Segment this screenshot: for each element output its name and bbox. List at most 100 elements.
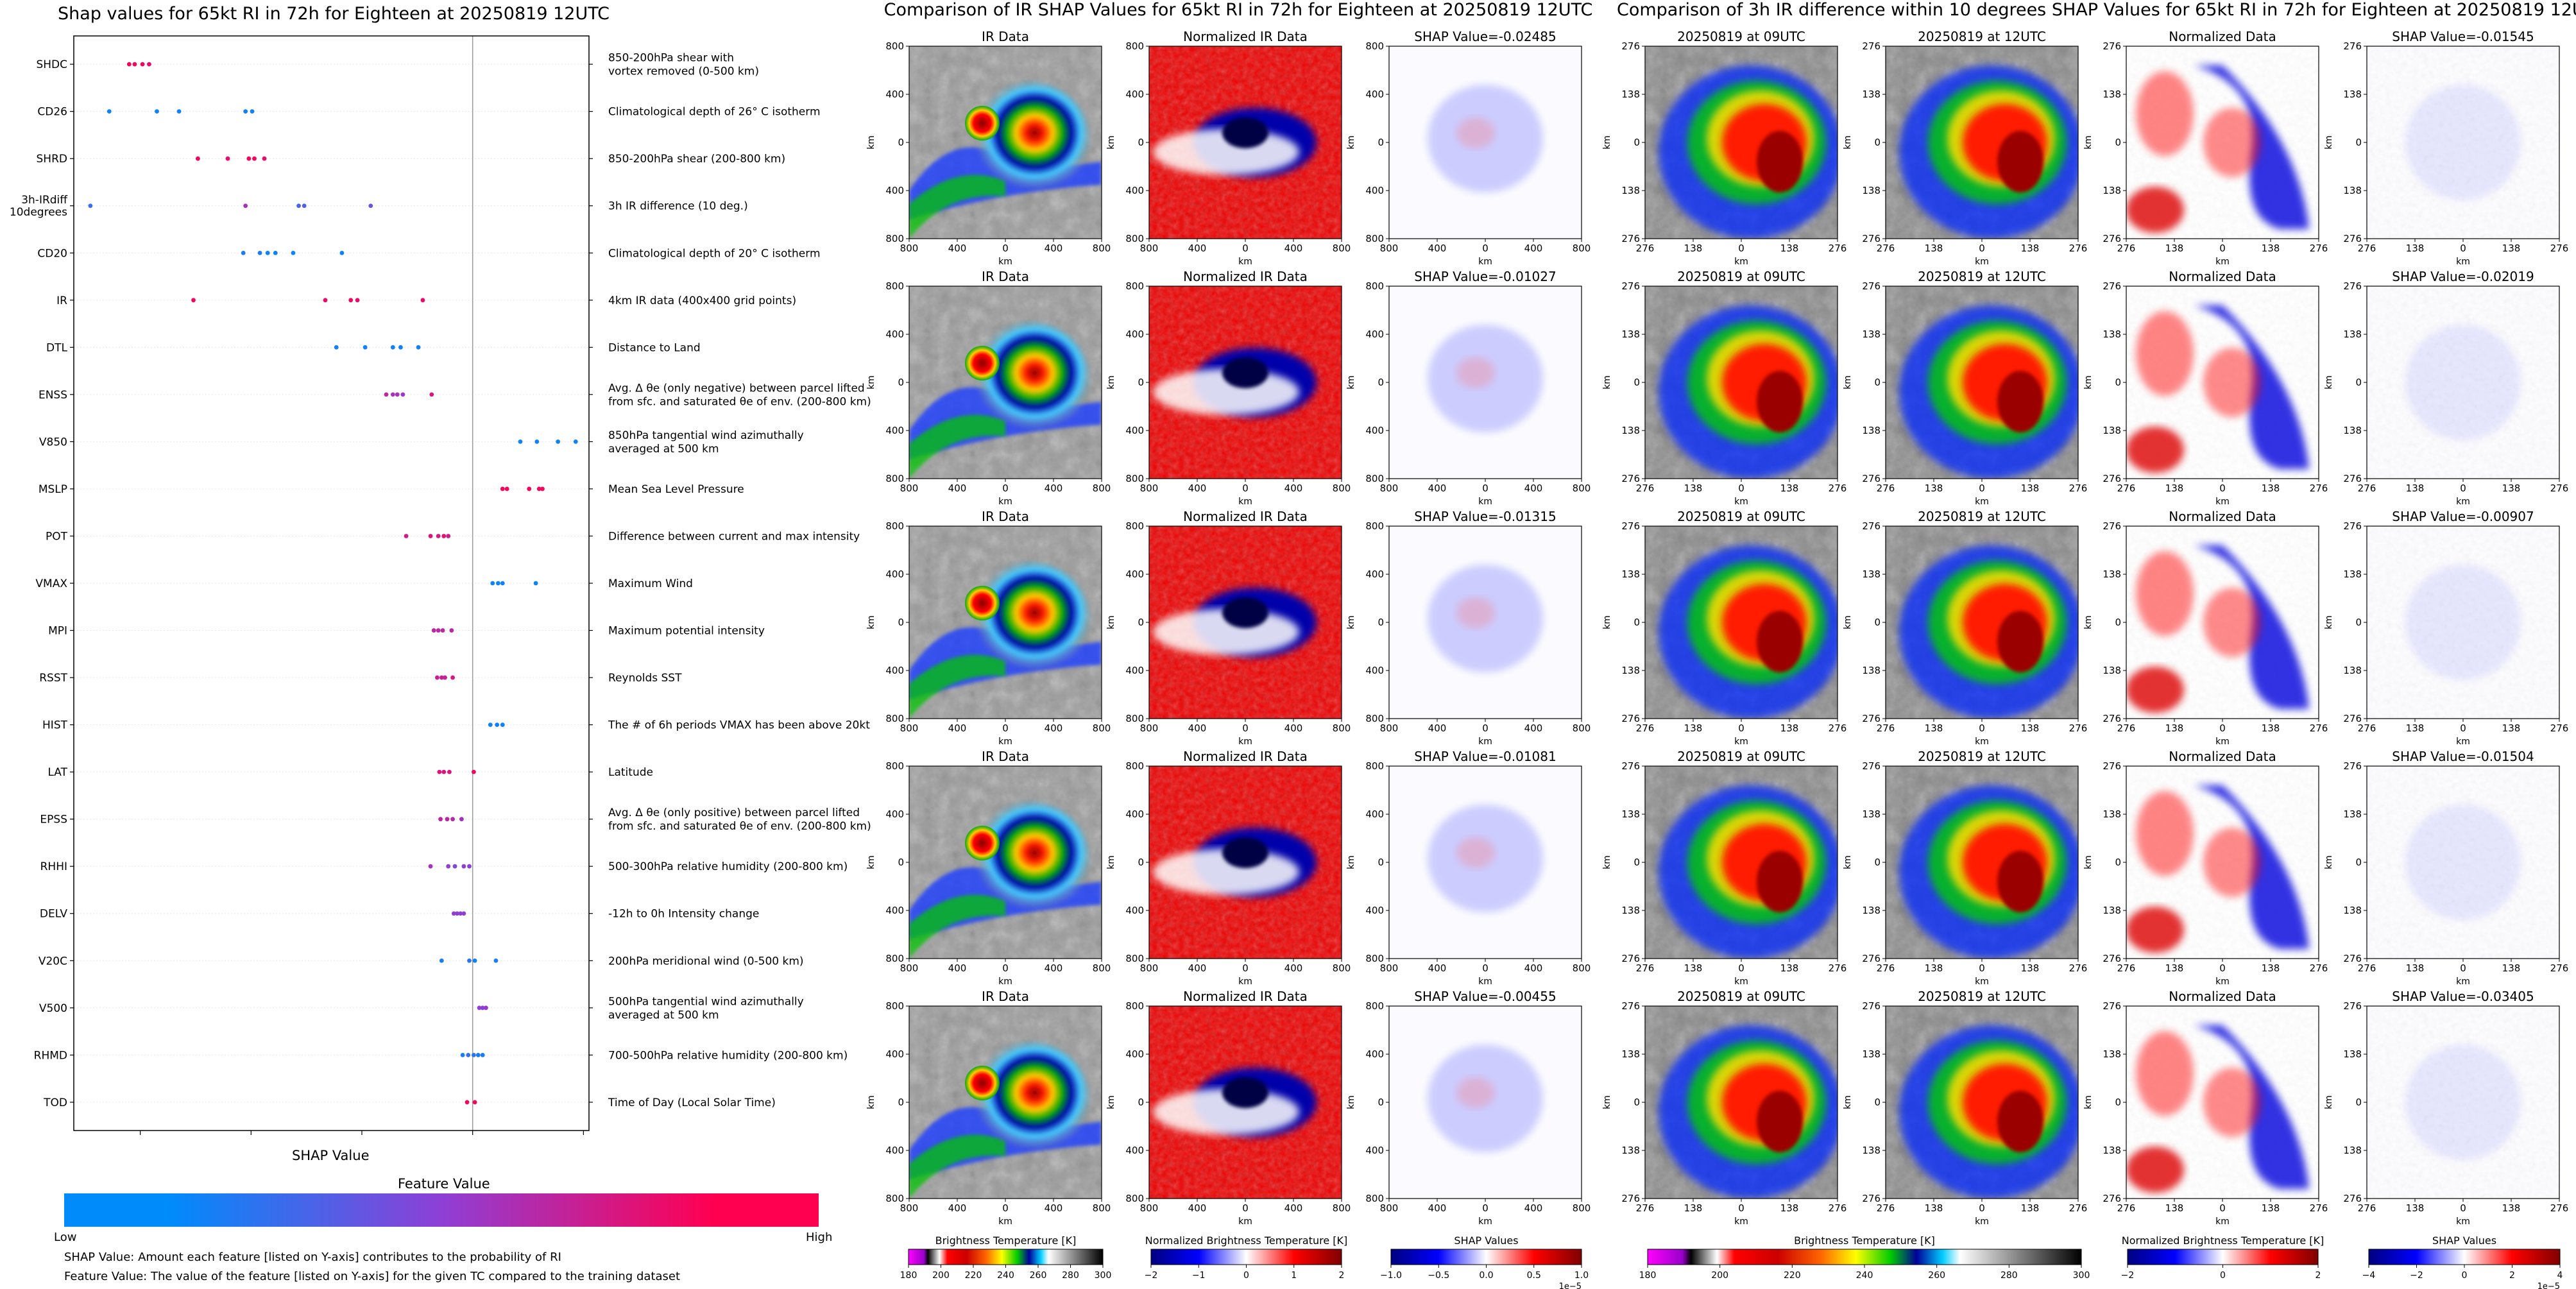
panel-ytick-label: 138 (2343, 329, 2362, 340)
feature-description-label: The # of 6h periods VMAX has been above … (608, 719, 870, 732)
dnorm-positive (2126, 187, 2184, 233)
panel-ytick-label: 138 (1621, 665, 1640, 676)
panel-xtick-label: 138 (2021, 482, 2040, 494)
panel-ytick-label: 0 (1138, 617, 1144, 628)
panel-xtick-label: 276 (1636, 962, 1655, 974)
panel-xtick-label: 0 (1979, 482, 1985, 494)
panel-xlabel: km (998, 1216, 1012, 1227)
panel-ytick-label: 0 (898, 1097, 904, 1108)
panel-title-1200utc: 20250819 at 12UTC (1918, 269, 2046, 284)
shap-point (265, 250, 270, 255)
ir-cloud-band (909, 1134, 1005, 1199)
panel-xtick-label: 138 (2502, 243, 2521, 254)
dnorm-positive (2136, 791, 2194, 876)
panel-xtick-label: 138 (2262, 962, 2280, 974)
panel-ytick-label: 276 (1621, 760, 1640, 772)
colorbar-tick-label: 200 (932, 1270, 950, 1281)
panel-title-normalized-ir: Normalized IR Data (1183, 749, 1308, 764)
panel-xtick-label: 138 (2021, 243, 2040, 254)
dnorm-negative (2194, 65, 2309, 229)
panel-xtick-label: 400 (1524, 243, 1543, 254)
panel-xtick-label: 800 (1333, 962, 1351, 974)
panel-title-ir-shap-value: SHAP Value=-0.01027 (1414, 269, 1556, 284)
panel-xlabel: km (1478, 737, 1492, 747)
panel-xlabel: km (2215, 737, 2230, 747)
colorbar-tick-label: 180 (1639, 1270, 1657, 1281)
shap-point (540, 486, 545, 491)
colorbar-tick-label: 240 (997, 1270, 1014, 1281)
panel-xlabel: km (998, 257, 1012, 267)
colorbar-exponent: 1e−5 (1559, 1282, 1582, 1289)
panel-ytick-label: 276 (1862, 280, 1881, 292)
panel-xtick-label: 0 (1002, 722, 1009, 734)
panel-ytick-label: 800 (885, 40, 904, 52)
panel-xtick-label: 0 (2460, 1202, 2466, 1214)
panel-ytick-label: 800 (1125, 760, 1144, 772)
panel-ylabel: km (1602, 855, 1612, 869)
colorbar (1150, 1249, 1342, 1265)
panel-ytick-label: 400 (1125, 568, 1144, 580)
colorbar-tick-label: 220 (965, 1270, 982, 1281)
shap-point (446, 534, 451, 538)
panel-ytick-label: 276 (2103, 1193, 2121, 1204)
panel-xtick-label: 276 (2358, 722, 2376, 734)
panel-ytick-label: 400 (885, 89, 904, 100)
panel-xtick-label: 0 (2219, 722, 2226, 734)
panel-ytick-label: 0 (1378, 377, 1384, 388)
image-panel: IR Data 800 800 400 400 0 0 400 400 800 800 km km (864, 266, 1127, 516)
panel-ylabel: km (866, 135, 876, 149)
panel-xtick-label: 138 (2406, 722, 2425, 734)
image-panel-svg: Normalized Data2762761381380013813827627… (2083, 749, 2328, 987)
panel-xlabel: km (1734, 257, 1748, 267)
panel-ytick-label: 0 (1874, 137, 1881, 148)
image-content (1886, 46, 2078, 239)
panel-xlabel: km (1975, 257, 1989, 267)
panel-xtick-label: 400 (1428, 243, 1447, 254)
panel-xtick-label: 800 (900, 1202, 919, 1214)
panel-xtick-label: 800 (900, 482, 919, 494)
feature-description-label: from sfc. and saturated θe of env. (200-… (608, 820, 871, 833)
panel-xtick-label: 400 (1284, 482, 1303, 494)
image-panel-svg: Normalized Data2762761381380013813827627… (2083, 989, 2328, 1227)
panel-xlabel: km (2456, 1216, 2470, 1227)
panel-xtick-label: 0 (2460, 962, 2466, 974)
image-panel-svg: SHAP Value=-0.02485800800400400004004008… (1346, 29, 1591, 267)
panel-xtick-label: 276 (2069, 722, 2088, 734)
image-content (909, 526, 1102, 719)
panel-xtick-label: 800 (1380, 722, 1399, 734)
feature-name-label: VMAX (35, 577, 67, 590)
feature-colorbar-low: Low (54, 1231, 77, 1244)
panel-ytick-label: 400 (885, 185, 904, 196)
shap-point (452, 864, 457, 869)
panel-title-ir-data: IR Data (982, 749, 1029, 764)
shap-point (368, 203, 373, 209)
feature-name-label: CD26 (37, 106, 67, 119)
colorbar-tick-label: 4 (2557, 1270, 2563, 1281)
panel-ylabel: km (866, 1095, 876, 1109)
colorbar-label: SHAP Values (2432, 1234, 2496, 1247)
panel-xlabel: km (1478, 257, 1492, 267)
panel-xlabel: km (1478, 977, 1492, 987)
image-panel: SHAP Value=-0.01081 800 800 400 400 0 0 400 400 8… (1344, 746, 1607, 996)
panel-xtick-label: 800 (900, 243, 919, 254)
shap-point (495, 722, 500, 728)
panel-xtick-label: 276 (2550, 722, 2569, 734)
panel-ytick-label: 0 (1874, 377, 1881, 388)
colorbar-tick-label: 2 (2316, 1270, 2321, 1281)
panel-ytick-label: 138 (2103, 89, 2121, 100)
panel-xtick-label: 400 (948, 722, 967, 734)
image-panel: Normalized IR Data 800 800 400 400 0 0 400 400 80… (1104, 746, 1367, 996)
feature-description-label: Avg. Δ θe (only negative) between parcel… (608, 382, 865, 395)
panel-xtick-label: 276 (2310, 482, 2328, 494)
panel-xtick-label: 800 (1573, 722, 1591, 734)
feature-description-label: Distance to Land (608, 341, 701, 354)
panel-ytick-label: 0 (898, 857, 904, 868)
panel-title-ir-shap-value: SHAP Value=-0.00455 (1414, 989, 1556, 1004)
feature-description-label: 700-500hPa relative humidity (200-800 km… (608, 1049, 848, 1062)
panel-ytick-label: 276 (1862, 520, 1881, 532)
image-content (1149, 46, 1342, 239)
shap-point (455, 911, 459, 916)
panel-xtick-label: 0 (1738, 243, 1744, 254)
panel-xlabel: km (1975, 497, 1989, 507)
